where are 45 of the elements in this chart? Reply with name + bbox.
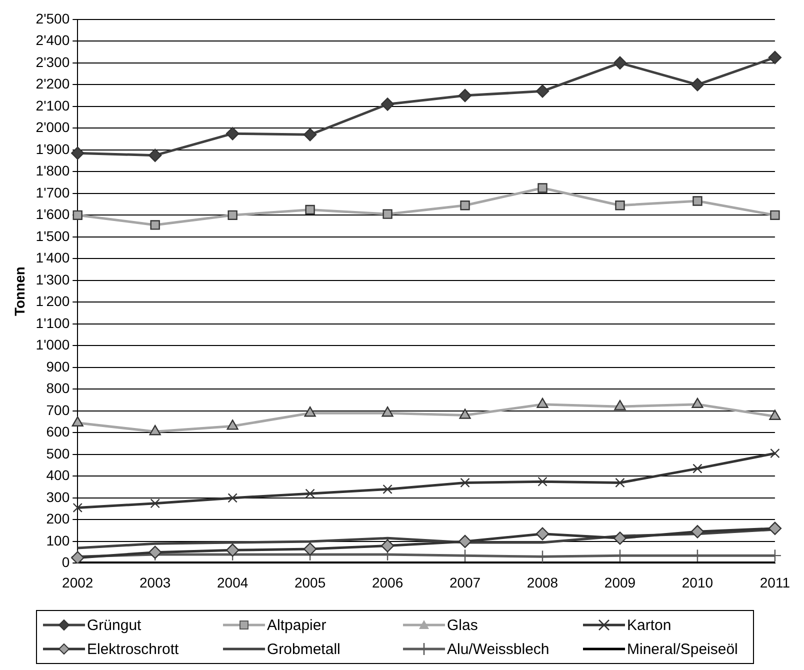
y-tick-label: 600 [46,424,70,440]
legend-label: Glas [447,616,478,634]
y-tick-label: 1'000 [36,336,70,353]
x-tick-label: 2005 [294,574,326,590]
legend-label: Mineral/Speiseöl [627,640,738,658]
y-tick-label: 1'100 [36,314,70,331]
y-tick-label: 700 [46,402,70,418]
x-tick-label: 2007 [449,574,481,590]
legend-label: Elektroschrott [87,640,179,658]
y-tick-label: 2'300 [36,54,70,70]
y-tick-label: 1'600 [36,206,70,222]
y-tick-label: 400 [46,467,70,484]
y-tick-label: 2'400 [36,32,70,48]
y-tick-label: 900 [46,358,70,374]
y-tick-label: 0 [62,554,70,570]
x-tick-label: 2002 [62,574,94,590]
y-tick-label: 2'000 [36,119,70,136]
y-axis-title: Tonnen [11,266,28,316]
y-tick-label: 1'500 [36,228,70,244]
y-tick-label: 2'500 [36,10,70,26]
x-tick-label: 2006 [372,574,404,590]
x-tick-label: 2003 [140,574,171,590]
y-tick-label: 1'800 [36,162,70,179]
y-tick-label: 2'200 [36,76,70,92]
y-tick-label: 1'400 [36,250,70,266]
x-tick-label: 2010 [682,574,714,590]
x-tick-label: 2011 [760,574,790,590]
y-tick-label: 2'100 [36,97,70,114]
legend-label: Grobmetall [267,640,340,658]
y-tick-label: 100 [46,532,70,548]
legend-label: Altpapier [267,616,326,634]
y-tick-label: 200 [46,510,70,527]
x-tick-label: 2004 [217,574,248,590]
legend-label: Grüngut [87,616,142,634]
y-tick-label: 1'700 [36,184,70,200]
y-tick-label: 1'200 [36,293,70,310]
x-tick-label: 2008 [526,574,558,590]
legend-label: Karton [627,616,672,634]
y-tick-label: 1'300 [36,271,70,288]
y-tick-label: 800 [46,380,70,396]
legend-label: Alu/Weissblech [447,640,550,658]
y-tick-label: 300 [46,488,70,505]
y-tick-label: 500 [46,445,70,462]
y-tick-label: 1'900 [36,140,70,157]
x-tick-label: 2009 [604,574,636,590]
